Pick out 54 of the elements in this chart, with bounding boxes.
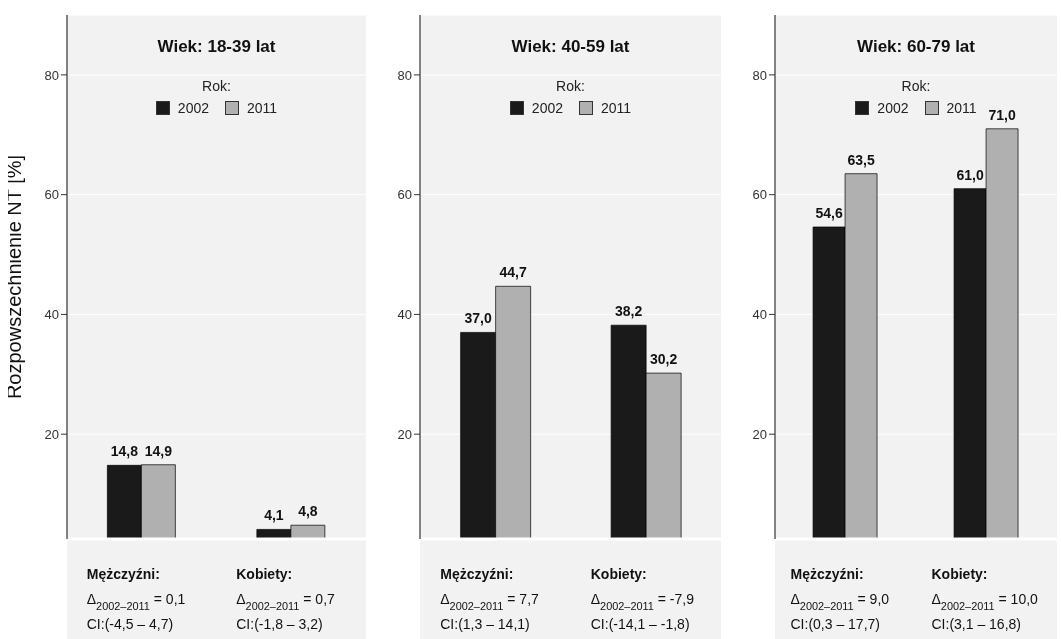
y-tick-label: 60 bbox=[752, 187, 767, 203]
legend-title: Rok: bbox=[201, 78, 232, 94]
text: Δ$_{2002–2011}$ = 9,0 bbox=[790, 591, 890, 612]
data-label: 61,0 bbox=[956, 166, 984, 183]
text: Δ$_{2002–2011}$ = -7,9 bbox=[590, 591, 695, 612]
y-tick-label: 20 bbox=[397, 426, 412, 442]
text: Mężczyźni: bbox=[790, 566, 864, 582]
text: CI:(0,3 – 17,7) bbox=[790, 616, 880, 632]
text: Wiek: 40-59 lat bbox=[510, 37, 631, 57]
data-label: 37,0 bbox=[464, 310, 492, 327]
text: Δ$_{2002–2011}$ = 10,0 bbox=[931, 591, 1039, 612]
y-tick-label: 40 bbox=[397, 307, 412, 323]
legend-label: 2002 bbox=[877, 100, 909, 116]
text: Mężczyźni: bbox=[440, 566, 514, 582]
data-label: 71,0 bbox=[988, 106, 1016, 123]
y-tick-label: 20 bbox=[752, 426, 767, 442]
legend-label: 2011 bbox=[601, 100, 632, 116]
text: CI:(3,1 – 16,8) bbox=[931, 616, 1021, 632]
legend-label: 2011 bbox=[247, 100, 278, 116]
text: Kobiety: bbox=[236, 566, 293, 582]
legend-title: Rok: bbox=[900, 78, 932, 94]
text: Δ$_{2002–2011}$ = 0,1 bbox=[86, 591, 186, 612]
text: CI:(1,3 – 14,1) bbox=[440, 616, 530, 632]
y-tick-label: 80 bbox=[752, 67, 767, 83]
data-label: 38,2 bbox=[615, 303, 643, 320]
text: CI:(-14,1 – -1,8) bbox=[590, 616, 690, 632]
text: Kobiety: bbox=[590, 566, 647, 582]
data-label: 4,1 bbox=[264, 507, 284, 524]
data-label: 14,8 bbox=[110, 443, 139, 460]
text: Wiek: 18-39 lat bbox=[156, 37, 277, 57]
y-tick-label: 80 bbox=[397, 67, 412, 83]
data-label: 63,5 bbox=[847, 151, 875, 168]
y-tick-label: 40 bbox=[752, 307, 767, 323]
legend-label: 2002 bbox=[531, 100, 564, 116]
text: Δ$_{2002–2011}$ = 7,7 bbox=[440, 591, 540, 612]
y-tick-label: 80 bbox=[44, 67, 59, 83]
data-label: 44,7 bbox=[499, 264, 527, 281]
data-label: 54,6 bbox=[815, 205, 843, 221]
text: CI:(-1,8 – 3,2) bbox=[236, 616, 323, 632]
y-tick-label: 40 bbox=[44, 307, 59, 323]
y-tick-label: 20 bbox=[44, 426, 59, 442]
y-tick-label: 60 bbox=[44, 187, 59, 203]
data-label: 4,8 bbox=[298, 503, 318, 520]
y-tick-label: 60 bbox=[397, 187, 412, 203]
data-label: 30,2 bbox=[650, 351, 678, 368]
text: CI:(-4,5 – 4,7) bbox=[86, 616, 174, 632]
text: Kobiety: bbox=[931, 566, 988, 582]
data-label: 14,9 bbox=[144, 442, 173, 459]
legend-label: 2011 bbox=[946, 100, 977, 116]
legend-title: Rok: bbox=[555, 78, 586, 94]
legend-label: 2002 bbox=[177, 100, 210, 116]
text: Δ$_{2002–2011}$ = 0,7 bbox=[236, 591, 336, 612]
text: Mężczyźni: bbox=[86, 566, 160, 582]
text: Wiek: 60-79 lat bbox=[856, 37, 976, 57]
